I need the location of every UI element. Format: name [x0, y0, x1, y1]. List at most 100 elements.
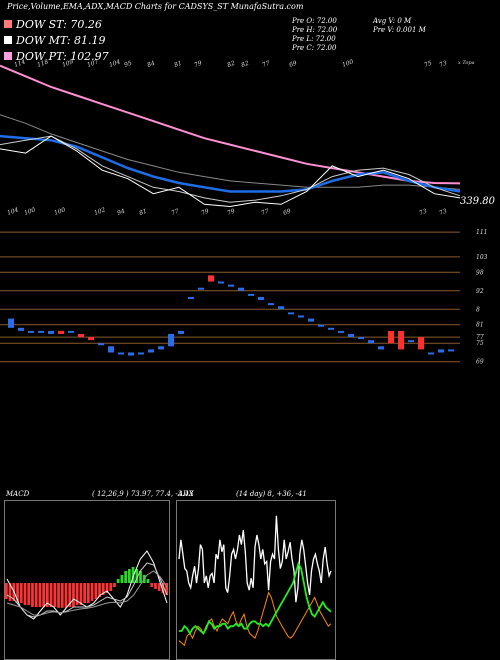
candle [428, 352, 434, 355]
candle [208, 275, 214, 282]
candle [348, 333, 354, 338]
pre-open: Pre O: 72.00 [292, 17, 337, 25]
adx-values: (14 day) 8, +36, -41 [236, 490, 307, 498]
macd-histogram-bar [83, 583, 86, 603]
candle [78, 333, 84, 338]
top-price-label: 114 [13, 58, 26, 69]
macd-histogram-bar [34, 583, 38, 607]
macd-histogram-bar [42, 583, 45, 607]
candle [288, 312, 294, 315]
candle [358, 337, 364, 340]
candle [218, 281, 224, 284]
top-price-label: 104 [108, 58, 121, 69]
pre-volume: Pre V: 0.001 M [373, 26, 426, 34]
macd-label: MACD [6, 490, 30, 498]
candle [278, 306, 284, 310]
bottom-price-label: 81 [138, 208, 148, 217]
price-axis-label: 8 [476, 306, 480, 313]
candle [188, 296, 194, 299]
macd-histogram-bar [157, 583, 161, 591]
legend-label-st: DOW ST: 70.26 [16, 17, 102, 31]
candle [28, 330, 34, 333]
top-price-label: 107 [86, 58, 99, 69]
top-price-label: 118 [36, 58, 49, 69]
bottom-price-label: 100 [53, 206, 66, 217]
adx-plot [178, 515, 332, 647]
ema-series-line-2 [0, 134, 461, 193]
candle [18, 327, 24, 331]
macd-histogram-bar [31, 583, 34, 607]
macd-histogram-bar [57, 583, 60, 608]
macd-histogram-bar [128, 569, 131, 583]
macd-histogram-bar [68, 583, 72, 607]
legend-swatch-st [4, 20, 12, 28]
ema-series-line-0 [0, 64, 461, 185]
ema-series-line-3 [0, 135, 461, 203]
macd-histogram-bar [64, 583, 68, 608]
macd-line-2 [6, 570, 168, 616]
candle [238, 287, 244, 291]
macd-histogram-bar [19, 583, 23, 603]
price-axis-label: 92 [476, 288, 484, 295]
macd-histogram-bar [5, 583, 8, 599]
macd-histogram-bar [146, 579, 150, 583]
macd-histogram-bar [105, 583, 109, 593]
price-axis-label: 98 [476, 269, 484, 276]
candle [88, 337, 94, 341]
candle [318, 324, 324, 327]
candle [168, 333, 174, 347]
macd-histogram-bar [87, 583, 90, 603]
candle [398, 330, 404, 350]
macd-histogram-bar [135, 569, 139, 583]
top-price-label: 100 [341, 58, 354, 69]
legend-entry-mt: DOW MT: 81.19 [4, 32, 109, 48]
macd-histogram-bar [90, 583, 94, 601]
macd-histogram-bar [116, 579, 120, 583]
macd-histogram-bar [79, 583, 83, 605]
current-value-label: 339.80 [460, 196, 496, 207]
candle [178, 330, 184, 334]
pre-close: Pre C: 72.00 [292, 44, 337, 52]
candle [108, 346, 114, 353]
candle [408, 340, 414, 343]
macd-histogram-bar [161, 583, 165, 593]
price-axis-label: 111 [476, 229, 487, 236]
candle [228, 284, 234, 287]
macd-histogram-bar [124, 571, 127, 583]
candle [438, 349, 444, 353]
price-axis-label: 69 [476, 359, 484, 366]
candle [98, 343, 104, 346]
top-price-label: 81 [173, 60, 183, 69]
macd-histogram-bar [101, 583, 105, 595]
bottom-price-label: 77 [260, 208, 270, 217]
candle [328, 327, 334, 330]
macd-plot [5, 550, 168, 620]
macd-histogram-bar [94, 583, 98, 599]
candle [198, 287, 204, 290]
macd-histogram-bar [150, 583, 154, 587]
candle [298, 315, 304, 318]
plus-di-line [179, 561, 332, 636]
price-axis-label: 77 [476, 334, 484, 341]
top-price-label: 84 [146, 60, 156, 69]
bottom-price-labels: 104 100 100 102 94 81 77 79 79 77 69 73 73 [6, 206, 448, 217]
macd-histogram-bar [113, 583, 116, 587]
legend: DOW ST: 70.26 DOW MT: 81.19 DOW PT: 102.… [4, 16, 109, 64]
top-price-label: 73 [438, 60, 448, 69]
top-price-label: 69 [288, 60, 298, 69]
macd-line-1 [6, 562, 168, 618]
macd-histogram-bar [8, 583, 12, 601]
top-price-label: 75 [423, 60, 433, 69]
candle [388, 330, 394, 344]
top-price-labels: 114 118 109 107 104 95 84 81 79 82 82 77 69 100 75 73 [13, 58, 448, 69]
top-price-label: 82 [240, 60, 250, 69]
candle [448, 349, 454, 352]
legend-entry-st: DOW ST: 70.26 [4, 16, 109, 32]
bottom-price-label: 69 [282, 208, 292, 217]
price-axis-label: 81 [476, 322, 484, 329]
legend-entry-pt: DOW PT: 102.97 [4, 48, 109, 64]
candle [128, 352, 134, 356]
adx-label: ADX [178, 490, 194, 498]
